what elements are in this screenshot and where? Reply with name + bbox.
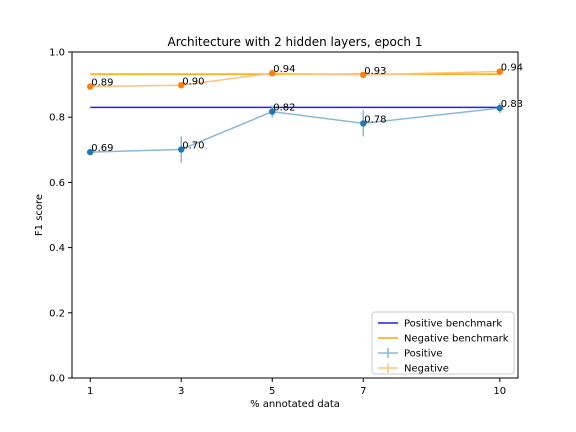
data-label: 0.94: [273, 64, 295, 75]
data-point: [178, 82, 185, 89]
data-label: 0.93: [364, 66, 386, 77]
x-tick-label: 3: [178, 386, 184, 397]
chart-title: Architecture with 2 hidden layers, epoch…: [168, 35, 423, 49]
legend: Positive benchmark Negative benchmark Posi…: [371, 311, 515, 375]
legend-label: Negative benchmark: [404, 334, 509, 345]
y-axis: 0.0 0.2 0.4 0.6 0.8 1.0: [49, 48, 72, 385]
y-axis-label: F1 score: [34, 194, 45, 236]
plot-frame: [71, 51, 519, 379]
x-tick-label: 5: [269, 386, 275, 397]
x-axis-label: % annotated data: [250, 399, 340, 410]
legend-label: Negative: [404, 364, 449, 375]
data-point: [496, 104, 503, 112]
data-label: 0.89: [91, 78, 113, 89]
y-tick-label: 0.8: [49, 113, 65, 124]
data-point: [87, 83, 94, 90]
legend-label: Positive: [404, 349, 443, 360]
data-point: [360, 71, 367, 79]
data-label: 0.70: [182, 140, 204, 151]
data-point: [360, 120, 367, 127]
data-label: 0.83: [501, 99, 523, 110]
data-label: 0.94: [501, 63, 523, 74]
x-tick-label: 1: [87, 386, 93, 397]
plot-content: 0.69 0.70 0.82 0.78 0.83 0.89 0.90 0.94 0.93 0.94: [87, 63, 523, 163]
data-point: [87, 148, 94, 156]
data-point: [178, 146, 185, 153]
data-label: 0.90: [182, 76, 204, 87]
x-tick-label: 10: [493, 386, 506, 397]
data-label: 0.82: [273, 103, 295, 114]
data-point: [269, 69, 276, 77]
x-tick-label: 7: [360, 386, 366, 397]
y-tick-label: 0.2: [49, 308, 65, 319]
x-axis: 1 3 5 7 10: [87, 378, 506, 397]
data-label: 0.69: [91, 143, 113, 154]
y-tick-label: 0.0: [49, 374, 65, 385]
legend-label: Positive benchmark: [404, 319, 502, 330]
y-tick-label: 0.6: [49, 178, 65, 189]
y-tick-label: 1.0: [49, 48, 65, 59]
y-tick-label: 0.4: [49, 243, 65, 254]
data-label: 0.78: [364, 114, 386, 125]
legend-box: [371, 311, 515, 375]
data-point: [269, 108, 276, 115]
data-point: [496, 68, 503, 75]
